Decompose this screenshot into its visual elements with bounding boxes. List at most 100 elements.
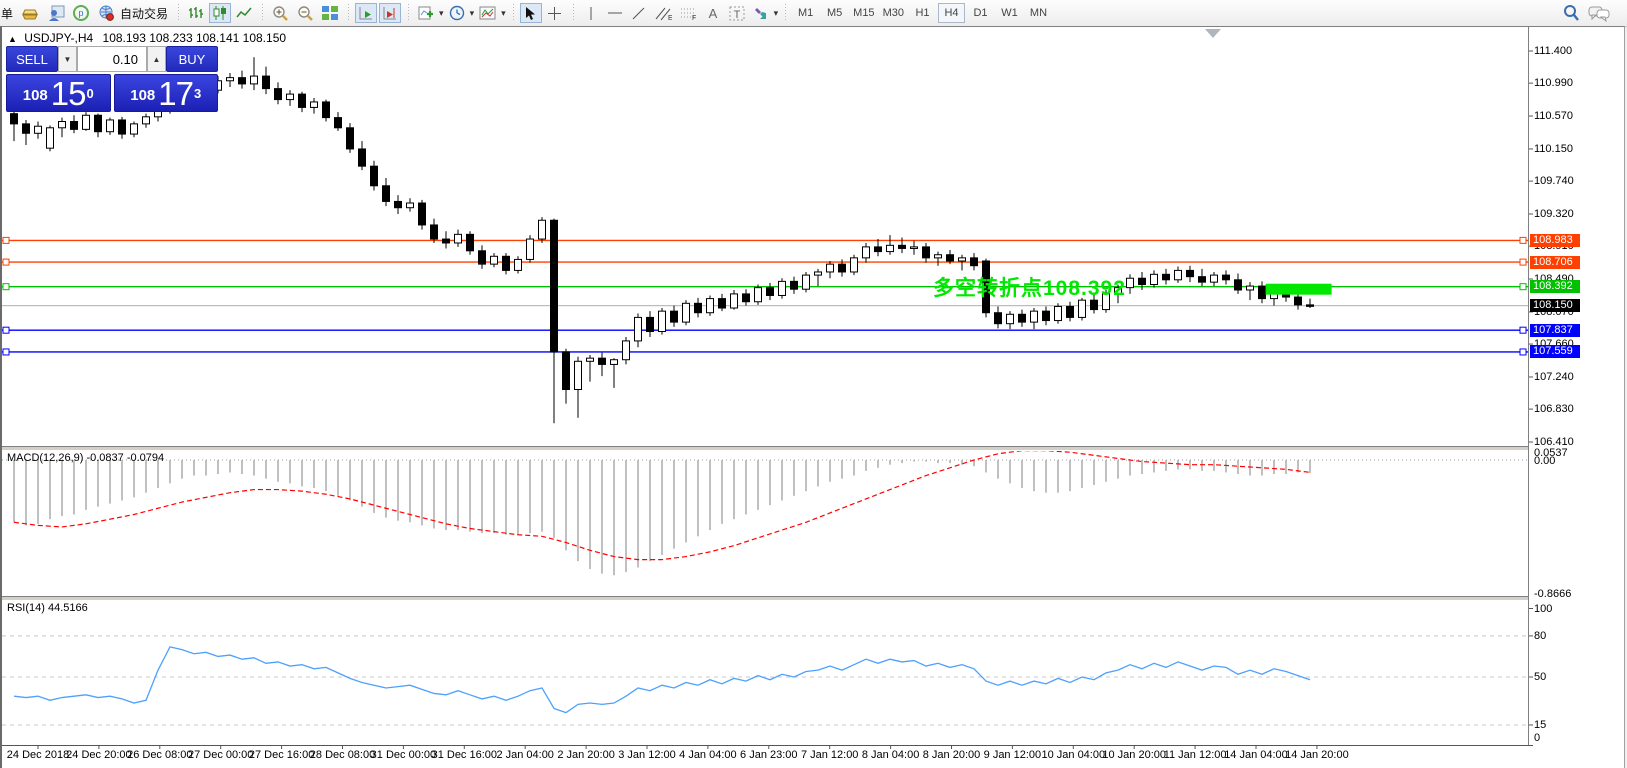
price-tick-label: 110.990	[1534, 77, 1573, 90]
tile-windows-icon[interactable]	[319, 3, 341, 23]
time-tick-label: 11 Jan 12:00	[1163, 749, 1227, 761]
fibonacci-tool-icon[interactable]: F	[677, 3, 700, 23]
timeframe-button-m5[interactable]: M5	[827, 7, 843, 19]
horizontal-line-tool-icon[interactable]	[604, 3, 626, 23]
scroll-to-end-marker[interactable]	[1205, 29, 1221, 38]
time-tick-label: 24 Dec 2018	[6, 749, 70, 761]
time-tick-label: 14 Jan 20:00	[1285, 749, 1349, 761]
periods-dropdown-icon[interactable]: ▾	[469, 7, 475, 18]
cursor-tool-icon[interactable]	[519, 3, 542, 23]
chat-icon[interactable]	[1585, 3, 1613, 23]
arrows-dropdown-icon[interactable]: ▾	[773, 7, 779, 18]
rsi-level-label: 50	[1534, 671, 1547, 683]
new-chart-icon[interactable]	[415, 3, 437, 23]
macd-panel-separator[interactable]	[2, 446, 1528, 451]
auto-scroll-icon[interactable]	[355, 3, 378, 23]
rsi-level-label: 80	[1534, 629, 1547, 642]
toolbar-grip	[510, 4, 516, 22]
chart-window	[0, 26, 1625, 768]
price-tick-label: 111.400	[1534, 45, 1573, 57]
text-label-tool-icon[interactable]: T	[726, 3, 748, 23]
market-watch-icon[interactable]	[44, 3, 68, 23]
price-tick-label: 110.570	[1534, 110, 1573, 123]
price-tick-label: 106.410	[1534, 436, 1574, 448]
macd-axis-min: -0.8666	[1534, 588, 1572, 600]
macd-indicator-label: MACD(12,26,9) -0.0837 -0.0794	[7, 452, 165, 464]
line-chart-type-icon[interactable]	[233, 3, 255, 23]
new-chart-dropdown-icon[interactable]: ▾	[439, 7, 444, 18]
timeframe-button-h1[interactable]: H1	[915, 7, 930, 19]
sell-price-panel[interactable]: 108 15 0	[6, 74, 111, 112]
svg-text:E: E	[668, 15, 672, 21]
autotrading-icon[interactable]	[94, 3, 118, 23]
time-tick-label: 26 Dec 08:00	[127, 749, 193, 761]
chart-shift-icon[interactable]	[379, 3, 402, 23]
volume-increase-button[interactable]: ▲	[147, 46, 166, 72]
sell-button[interactable]: SELL	[6, 46, 58, 72]
timeframe-button-h4[interactable]: H4	[937, 3, 965, 23]
buy-button[interactable]: BUY	[166, 46, 218, 72]
time-tick-label: 27 Dec 16:00	[248, 749, 315, 761]
chart-title: ▲ USDJPY-,H4 108.193 108.233 108.141 108…	[8, 31, 286, 45]
periods-clock-icon[interactable]	[446, 3, 468, 23]
vertical-line-tool-icon[interactable]	[580, 3, 602, 23]
toolbar-grip	[570, 4, 576, 22]
price-level-badge: 108.706	[1530, 255, 1580, 269]
rsi-panel-separator[interactable]	[2, 596, 1528, 601]
buy-price-panel[interactable]: 108 17 3	[113, 74, 218, 112]
timeframe-button-d1[interactable]: D1	[973, 7, 988, 19]
symbol-period-label: USDJPY-,H4	[24, 31, 94, 45]
price-tick-label: 109.740	[1534, 175, 1574, 188]
collapse-triangle-icon[interactable]: ▲	[8, 34, 17, 44]
zoom-out-icon[interactable]	[294, 3, 317, 23]
toolbar-grip	[260, 4, 266, 22]
bar-chart-type-icon[interactable]	[185, 3, 207, 23]
price-tick-label: 106.830	[1534, 403, 1574, 416]
text-tool-icon[interactable]: A	[702, 3, 724, 23]
sell-price-point: 0	[86, 86, 94, 101]
new-order-icon[interactable]	[18, 3, 42, 23]
toolbar-grip	[783, 4, 789, 22]
pivot-annotation-text[interactable]: 多空转折点108.392	[933, 277, 1126, 300]
time-tick-label: 9 Jan 12:00	[983, 749, 1042, 761]
trendline-tool-icon[interactable]	[628, 3, 650, 23]
macd-axis-max: 0.0537	[1534, 447, 1568, 459]
price-axis-separator	[1528, 27, 1529, 745]
rsi-level-label: 100	[1534, 602, 1553, 615]
time-axis-line	[2, 745, 1528, 746]
buy-price-pips: 17	[158, 75, 194, 112]
toolbar-grip	[406, 4, 412, 22]
time-tick-label: 8 Jan 04:00	[861, 749, 920, 761]
macd-axis-zero: 0.00	[1534, 455, 1556, 467]
candle-chart-type-icon[interactable]	[209, 3, 232, 23]
timeframe-button-m15[interactable]: M15	[853, 7, 875, 19]
time-tick-label: 10 Jan 04:00	[1041, 749, 1106, 761]
time-tick-label: 14 Jan 04:00	[1224, 749, 1288, 761]
timeframe-button-m30[interactable]: M30	[882, 7, 904, 19]
ohlc-values: 108.193 108.233 108.141 108.150	[102, 31, 287, 45]
sell-price-pips: 15	[50, 75, 87, 112]
crosshair-tool-icon[interactable]	[544, 3, 566, 23]
timeframe-button-w1[interactable]: W1	[1001, 7, 1018, 19]
search-icon[interactable]	[1559, 3, 1583, 23]
template-icon[interactable]	[476, 3, 499, 23]
time-tick-label: 4 Jan 04:00	[679, 749, 737, 761]
autotrading-label[interactable]: 自动交易	[120, 6, 169, 21]
signals-icon[interactable]: p	[70, 3, 92, 23]
toolbar-grip	[176, 4, 182, 22]
volume-decrease-button[interactable]: ▼	[58, 46, 77, 72]
svg-text:F: F	[692, 15, 696, 21]
time-tick-label: 7 Jan 12:00	[800, 749, 859, 761]
timeframe-button-m1[interactable]: M1	[798, 7, 814, 19]
time-tick-label: 8 Jan 20:00	[922, 749, 981, 761]
timeframe-button-mn[interactable]: MN	[1029, 7, 1048, 19]
volume-input[interactable]: 0.10	[77, 46, 147, 72]
zoom-in-icon[interactable]	[269, 3, 292, 23]
channel-tool-icon[interactable]: E	[652, 3, 675, 23]
time-tick-label: 2 Jan 04:00	[496, 749, 554, 761]
current-price-badge: 108.150	[1530, 299, 1580, 313]
template-dropdown-icon[interactable]: ▾	[501, 7, 506, 18]
arrows-tool-icon[interactable]	[750, 3, 772, 23]
one-click-trade-panel: SELL ▼ 0.10 ▲ BUY 108 15 0 108 17 3	[6, 46, 218, 112]
